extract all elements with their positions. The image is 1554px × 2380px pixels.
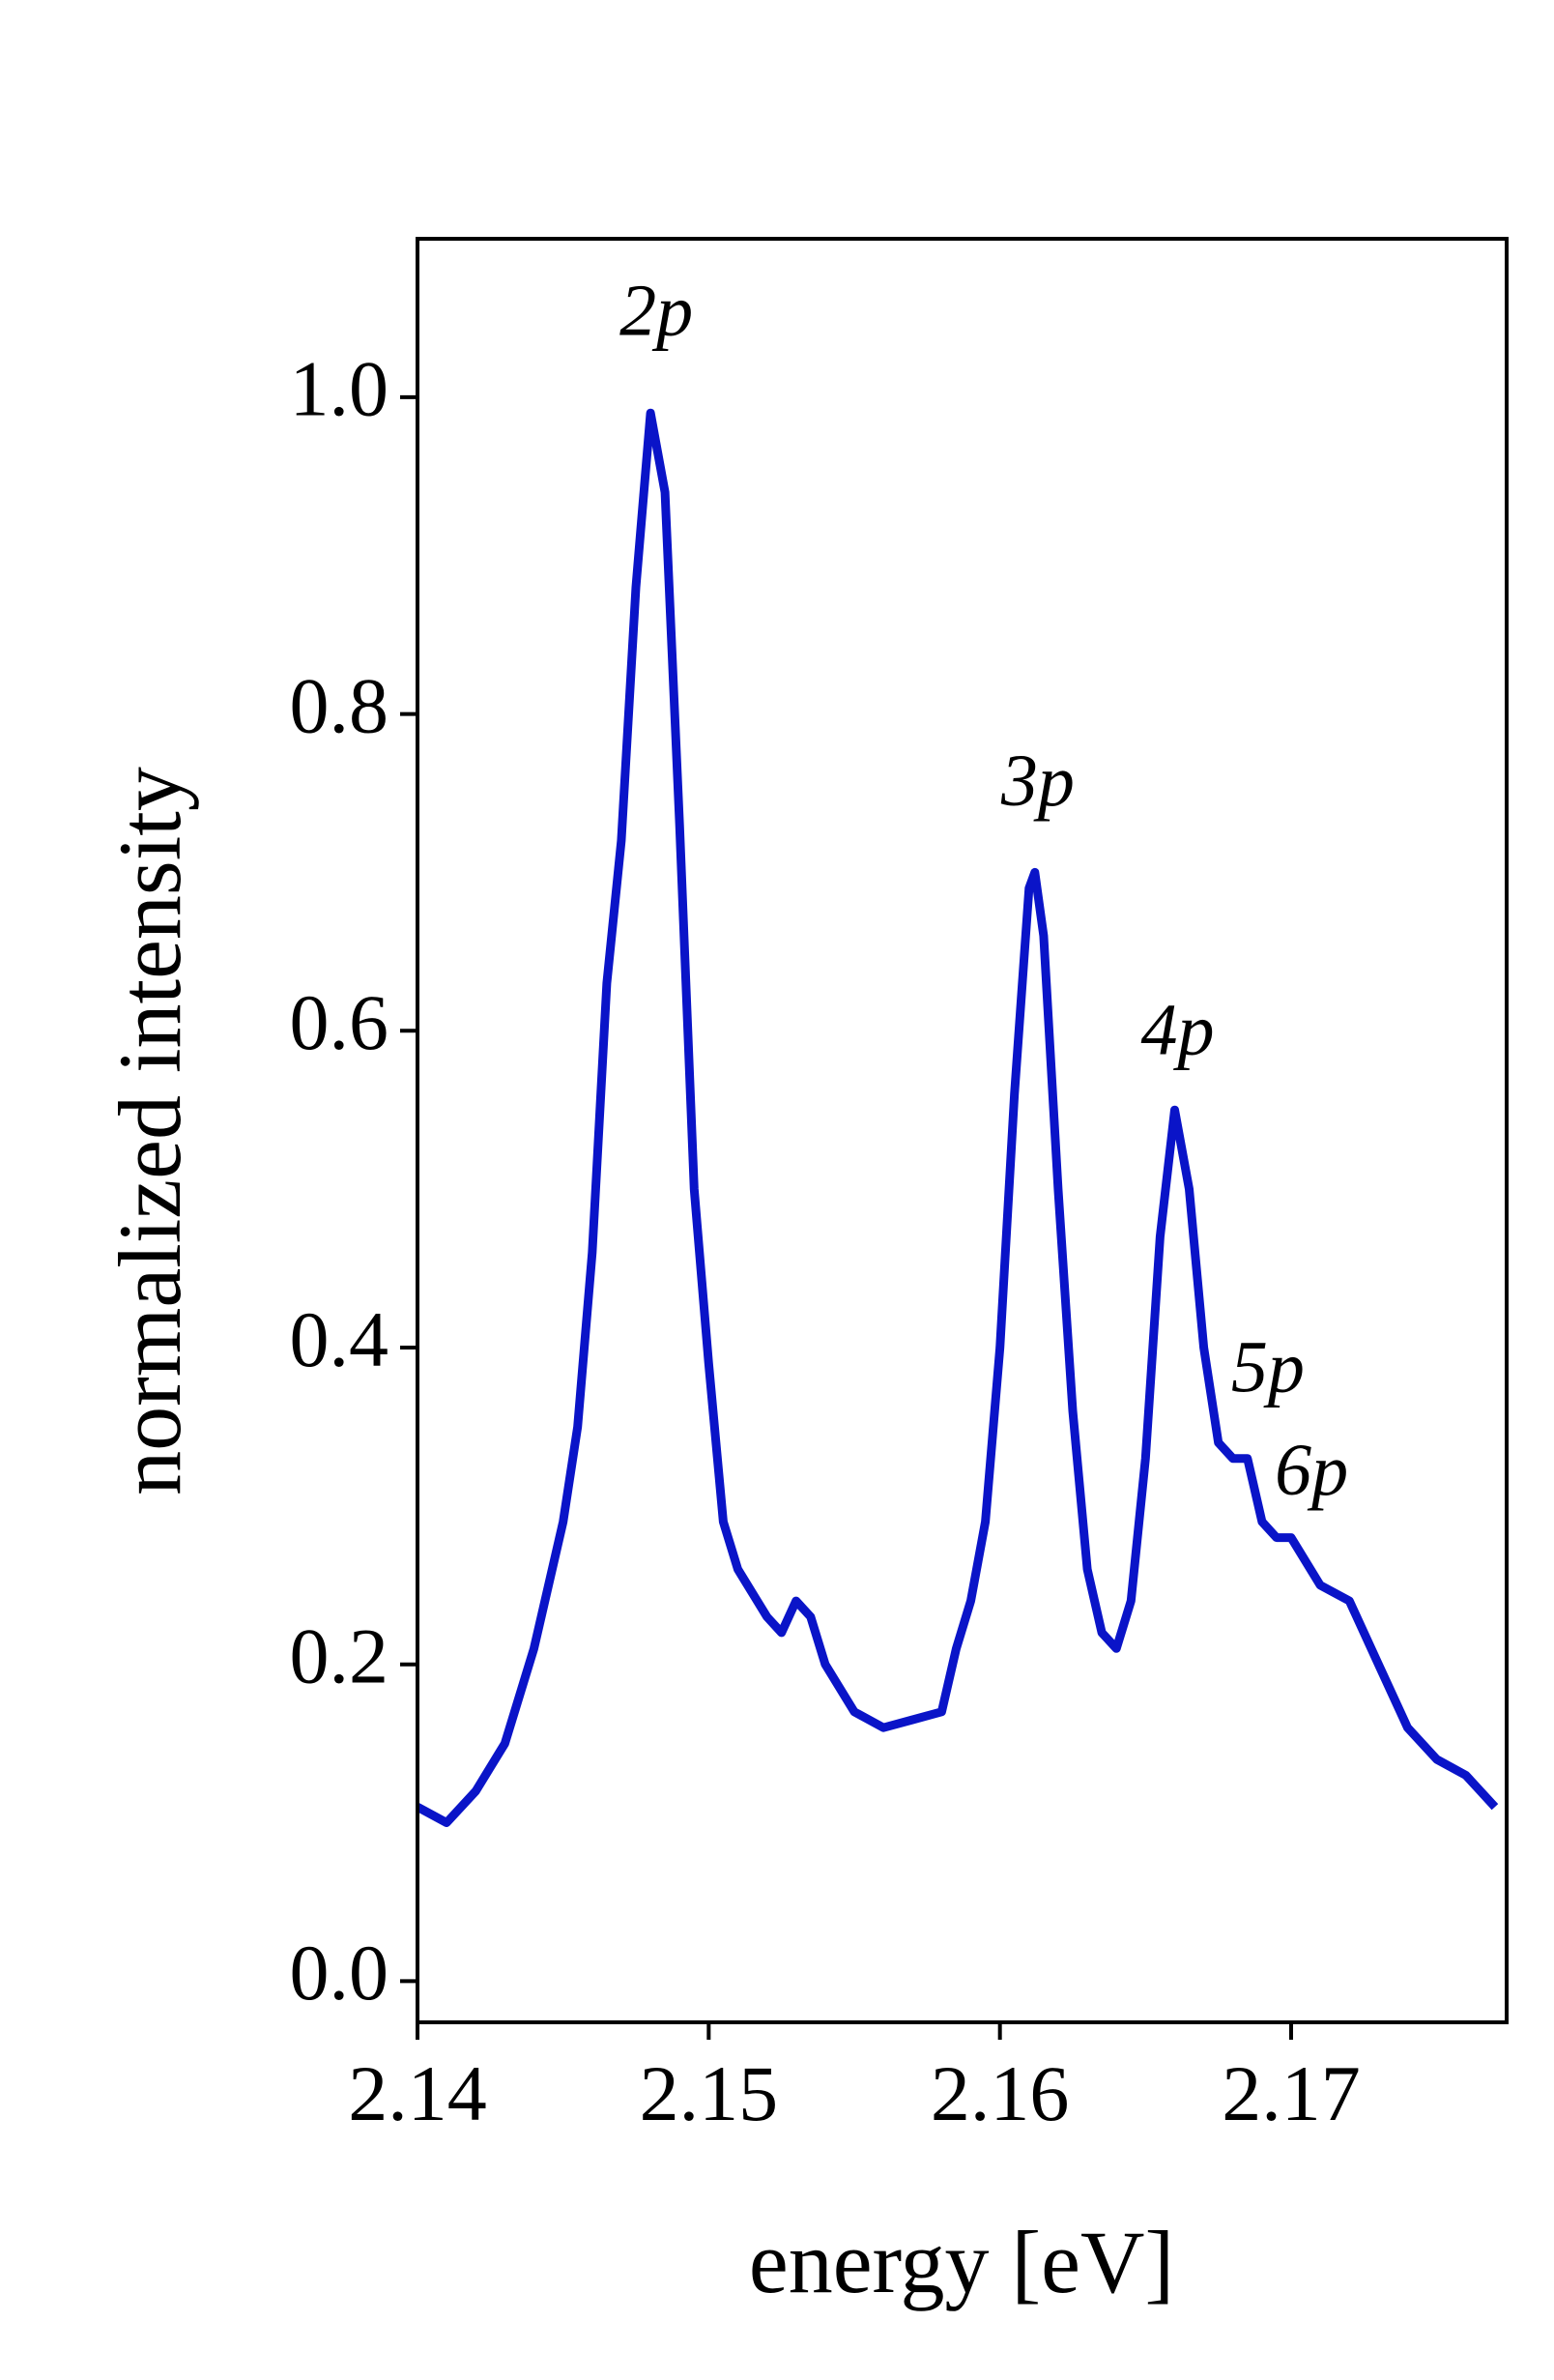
x-tick-label: 2.15 xyxy=(640,2049,779,2137)
x-axis-title: energy [eV] xyxy=(749,2213,1174,2311)
x-tick-label: 2.16 xyxy=(931,2049,1070,2137)
annotation: 6p xyxy=(1275,1430,1348,1511)
y-tick-label: 0.6 xyxy=(290,978,389,1066)
data-line xyxy=(417,408,1499,1827)
annotation: 4p xyxy=(1140,989,1214,1070)
annotation: 5p xyxy=(1231,1326,1305,1408)
y-tick-label: 0.2 xyxy=(290,1612,389,1700)
annotation: 2p xyxy=(619,270,693,351)
y-axis-title: normalized intensity xyxy=(101,767,199,1495)
x-tick-label: 2.17 xyxy=(1222,2049,1361,2137)
y-tick-label: 1.0 xyxy=(290,345,389,433)
y-tick-label: 0.0 xyxy=(290,1929,389,2017)
annotation: 3p xyxy=(1000,740,1075,822)
plot-frame xyxy=(416,237,1509,2024)
y-tick-label: 0.4 xyxy=(290,1295,389,1383)
y-tick-label: 0.8 xyxy=(290,661,389,749)
x-tick-label: 2.14 xyxy=(348,2049,487,2137)
